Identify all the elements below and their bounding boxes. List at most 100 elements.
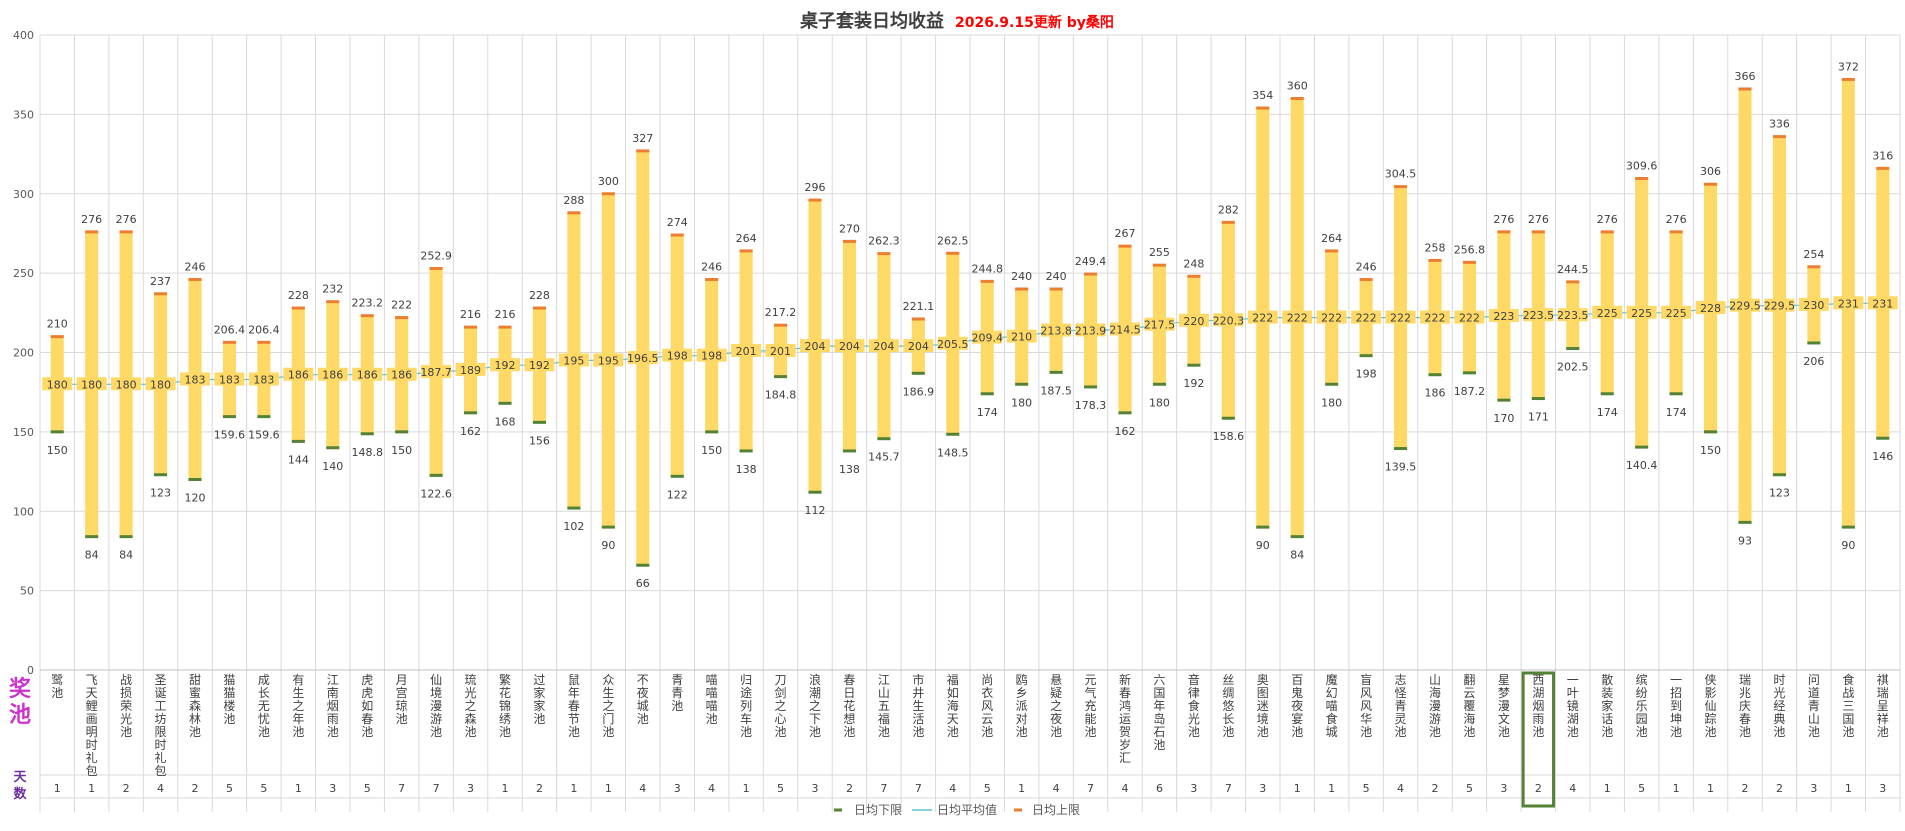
category-char: 律 bbox=[1188, 686, 1200, 700]
category-char: 月 bbox=[396, 673, 408, 687]
low-label: 122 bbox=[667, 488, 688, 501]
days-value: 3 bbox=[1259, 782, 1266, 795]
category-char: 池 bbox=[1773, 725, 1785, 739]
category-char: 雨 bbox=[327, 712, 339, 726]
days-value: 2 bbox=[1432, 782, 1439, 795]
high-label: 336 bbox=[1769, 118, 1790, 131]
avg-label-bg bbox=[1075, 323, 1106, 337]
category-char: 时 bbox=[155, 738, 167, 752]
avg-label-bg bbox=[696, 348, 727, 362]
category-char: 花 bbox=[843, 698, 855, 713]
category-char: 池 bbox=[327, 725, 339, 739]
days-value: 4 bbox=[1053, 782, 1060, 795]
avg-label: 205.5 bbox=[937, 338, 969, 351]
low-label: 180 bbox=[1149, 396, 1170, 409]
category-label: 繁花锦绣池 bbox=[499, 672, 511, 739]
category-char: 光 bbox=[1188, 712, 1200, 726]
days-value: 3 bbox=[1879, 782, 1886, 795]
category-label: 琉光之森池 bbox=[465, 673, 477, 739]
category-label: 成长无忧池 bbox=[258, 673, 270, 739]
category-char: 如 bbox=[361, 698, 373, 713]
category-char: 乐 bbox=[1636, 699, 1648, 713]
avg-label: 209.4 bbox=[971, 332, 1003, 345]
days-value: 7 bbox=[915, 782, 922, 795]
y-tick-label: 400 bbox=[13, 29, 34, 42]
avg-label: 222 bbox=[1252, 312, 1273, 325]
category-label: 众生之门池 bbox=[602, 673, 614, 739]
category-char: 池 bbox=[533, 712, 545, 726]
avg-label: 180 bbox=[47, 378, 68, 391]
category-char: 话 bbox=[1601, 712, 1613, 726]
category-char: 天 bbox=[86, 686, 98, 700]
avg-label: 195 bbox=[598, 354, 619, 367]
avg-label-bg bbox=[1385, 310, 1416, 324]
category-char: 池 bbox=[568, 725, 580, 739]
category-char: 仙 bbox=[1705, 699, 1717, 713]
avg-label-bg bbox=[1213, 313, 1244, 327]
category-char: 城 bbox=[637, 699, 649, 713]
category-char: 池 bbox=[1016, 725, 1028, 739]
category-char: 池 bbox=[1050, 725, 1062, 739]
high-label: 276 bbox=[1528, 213, 1549, 226]
category-char: 池 bbox=[51, 686, 63, 700]
days-value: 4 bbox=[639, 782, 646, 795]
low-label: 156 bbox=[529, 434, 550, 447]
category-labels: 鹭池飞天鲤画明时礼包战损荣光池圣诞工坊限时礼包甜蜜森林池猫猫楼池成长无忧池有生之… bbox=[51, 671, 1889, 808]
category-char: 生 bbox=[912, 699, 924, 713]
days-value: 5 bbox=[777, 782, 784, 795]
category-char: 不 bbox=[637, 673, 649, 687]
category-char: 之 bbox=[809, 699, 821, 713]
category-char: 虎 bbox=[361, 673, 373, 687]
category-char: 尚 bbox=[981, 673, 993, 687]
category-char: 石 bbox=[1153, 725, 1165, 739]
category-char: 有 bbox=[292, 673, 304, 687]
category-char: 对 bbox=[1016, 712, 1028, 726]
low-label: 180 bbox=[1321, 396, 1342, 409]
high-label: 206.4 bbox=[214, 323, 246, 336]
avg-label: 222 bbox=[1356, 312, 1377, 325]
high-label: 296 bbox=[805, 181, 826, 194]
category-char: 山 bbox=[1429, 673, 1441, 687]
avg-label: 230 bbox=[1803, 299, 1824, 312]
high-label: 216 bbox=[460, 308, 481, 321]
category-char: 音 bbox=[1188, 672, 1200, 687]
category-char: 漫 bbox=[1429, 699, 1441, 713]
category-char: 幻 bbox=[1326, 686, 1338, 700]
avg-label: 229.5 bbox=[1764, 300, 1796, 313]
category-char: 时 bbox=[86, 738, 98, 752]
category-char: 楼 bbox=[223, 698, 235, 713]
category-char: 招 bbox=[1670, 686, 1682, 700]
category-char: 礼 bbox=[155, 750, 167, 765]
category-label: 悬疑之夜池 bbox=[1050, 673, 1062, 739]
category-char: 池 bbox=[1670, 725, 1682, 739]
category-char: 青 bbox=[671, 686, 683, 700]
category-char: 池 bbox=[1498, 725, 1510, 739]
days-value: 3 bbox=[1190, 782, 1197, 795]
category-char: 盲 bbox=[1360, 672, 1372, 687]
low-label: 146 bbox=[1872, 450, 1893, 463]
low-label: 184.8 bbox=[765, 389, 797, 402]
avg-label: 198 bbox=[701, 350, 722, 363]
day-labels: 1 1 2 4 2 5 5 1 3 5 7 7 3 1 2 1 1 4 3 4 1 5 3 2 7 7 4 5 1 4 7 4 6 3 7 3 1 1 5 4… bbox=[54, 782, 1887, 795]
avg-label: 183 bbox=[253, 373, 274, 386]
category-label: 一招到坤池 bbox=[1670, 673, 1682, 739]
category-char: 风 bbox=[981, 699, 993, 713]
category-label: 新春鸿运贺岁汇 bbox=[1119, 672, 1131, 765]
category-char: 踪 bbox=[1705, 712, 1717, 726]
category-char: 文 bbox=[1498, 711, 1510, 726]
category-char: 浪 bbox=[809, 672, 821, 687]
avg-label-bg bbox=[180, 372, 210, 386]
avg-label-bg bbox=[145, 377, 176, 391]
category-label: 浪潮之下池 bbox=[809, 672, 821, 739]
category-char: 森 bbox=[189, 698, 201, 713]
avg-label-bg bbox=[1867, 296, 1898, 310]
low-label: 93 bbox=[1738, 534, 1752, 547]
category-char: 池 bbox=[1739, 725, 1751, 739]
category-char: 丝 bbox=[1222, 673, 1234, 687]
category-char: 诞 bbox=[155, 686, 167, 700]
category-char: 活 bbox=[912, 712, 924, 726]
avg-label: 180 bbox=[150, 378, 171, 391]
category-char: 池 bbox=[223, 712, 235, 726]
category-char: 国 bbox=[1842, 712, 1854, 726]
low-label: 174 bbox=[977, 406, 998, 419]
